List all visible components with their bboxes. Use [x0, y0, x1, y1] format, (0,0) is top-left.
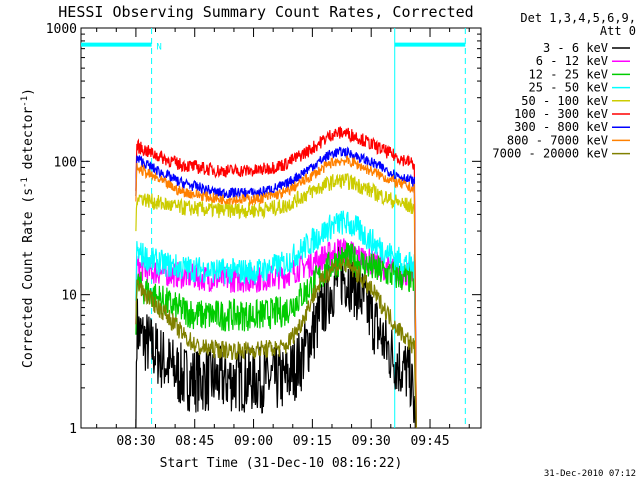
x-tick-label: 09:00	[234, 434, 273, 449]
y-tick-label: 1000	[46, 22, 77, 37]
legend-entry-label: 50 - 100 keV	[521, 94, 608, 108]
footer-timestamp: 31-Dec-2010 07:12	[544, 469, 636, 479]
chart-title: HESSI Observing Summary Count Rates, Cor…	[58, 3, 473, 21]
series-line	[135, 256, 417, 429]
y-axis-title-part: Corrected Count Rate (s	[21, 188, 36, 368]
x-tick-label: 09:30	[352, 434, 391, 449]
annotations: N	[81, 28, 466, 428]
legend-header: Att 0	[600, 24, 636, 38]
x-tick-label: 08:45	[175, 434, 214, 449]
legend-header: Det 1,3,4,5,6,9,	[520, 11, 636, 25]
x-tick-label: 09:45	[410, 434, 449, 449]
y-axis-title-part: -1	[20, 96, 30, 107]
night-label: N	[156, 42, 161, 52]
y-axis-title-part: detector	[21, 107, 36, 178]
series-line	[135, 242, 417, 429]
y-tick-label: 1	[69, 422, 77, 437]
axis-ticks: 1 10 100 1000 08:30 08:45 09:00 09:15 09:30 09:45	[46, 22, 481, 449]
series-group	[135, 126, 417, 429]
y-axis-title-part: )	[21, 88, 36, 96]
series-line	[135, 173, 417, 429]
legend-entry-label: 300 - 800 keV	[514, 120, 608, 134]
legend-entry-label: 12 - 25 keV	[529, 67, 608, 81]
series-line	[135, 245, 417, 429]
legend-entry-label: 100 - 300 keV	[514, 107, 608, 121]
y-tick-label: 10	[61, 289, 77, 304]
x-tick-label: 09:15	[293, 434, 332, 449]
legend-entry-label: 3 - 6 keV	[543, 41, 608, 55]
legend-entry-label: 25 - 50 keV	[529, 81, 608, 95]
y-axis-title-part: -1	[20, 177, 30, 188]
series-line	[135, 210, 417, 429]
y-tick-label: 100	[54, 155, 77, 170]
series-line	[135, 126, 417, 429]
legend-entry-label: 800 - 7000 keV	[507, 133, 608, 147]
plot-frame	[80, 27, 482, 429]
series-line	[135, 146, 417, 429]
legend-entry-label: 6 - 12 keV	[536, 54, 608, 68]
y-axis-title: Corrected Count Rate (s-1 detector-1)	[20, 88, 36, 368]
legend-entry-label: 7000 - 20000 keV	[492, 147, 608, 161]
x-axis-title: Start Time (31-Dec-10 08:16:22)	[160, 456, 403, 471]
x-tick-label: 08:30	[116, 434, 155, 449]
series-line	[135, 155, 417, 429]
